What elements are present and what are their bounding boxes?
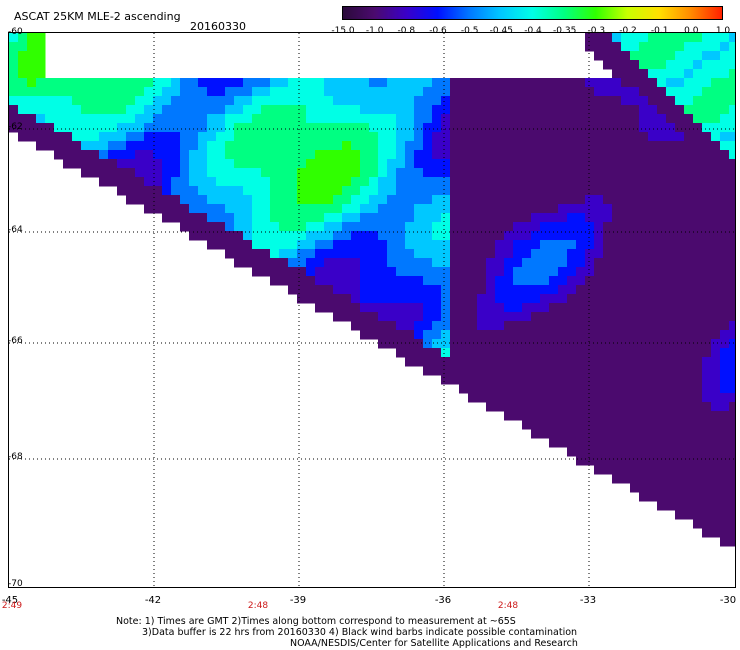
note-line-1: Note: 1) Times are GMT 2)Times along bot…: [116, 616, 516, 627]
time-label: 2:49: [1, 601, 23, 611]
color-scale-label: -0.4: [524, 26, 542, 36]
color-scale-label: -0.2: [619, 26, 637, 36]
color-scale-label: -0.3: [587, 26, 606, 36]
credit-line: NOAA/NESDIS/Center for Satellite Applica…: [290, 638, 578, 649]
note-line-2: 3)Data buffer is 22 hrs from 20160330 4)…: [142, 627, 578, 638]
lon-label-36: -36: [434, 595, 452, 606]
color-scale-label: -0.6: [429, 26, 447, 36]
color-scale-label: -15.0: [331, 26, 355, 36]
color-scale-label: 1.0: [715, 26, 731, 36]
lon-label-42: -42: [144, 595, 162, 606]
color-scale-label: -0.45: [489, 26, 513, 36]
color-scale-bar: [342, 6, 723, 20]
lat-label-60: -60: [8, 27, 23, 37]
color-scale-label: -0.35: [553, 26, 577, 36]
graticule: [9, 33, 735, 587]
lat-label-68: -68: [8, 452, 23, 462]
map-title: ASCAT 25KM MLE-2 ascending: [14, 10, 181, 23]
color-scale-label: -0.1: [650, 26, 669, 36]
lat-label-66: -66: [8, 336, 23, 346]
lat-label-62: -62: [8, 122, 23, 132]
map-date: 20160330: [190, 20, 246, 33]
color-scale-label: 0.0: [684, 26, 699, 36]
swath-cells: [9, 33, 735, 547]
time-label: 2:48: [497, 601, 519, 611]
swath-map-canvas: [9, 33, 735, 587]
lon-label-33: -33: [579, 595, 597, 606]
color-scale-label: -0.5: [460, 26, 479, 36]
lon-label-45: -45: [1, 595, 19, 606]
swath-map: [8, 32, 736, 588]
lon-label-30: -30: [719, 595, 737, 606]
color-scale-label: -1.0: [365, 26, 384, 36]
lat-label-64: -64: [8, 225, 23, 235]
color-scale-labels: -15.0 -1.0 -0.8 -0.6 -0.5 -0.45 -0.4 -0.35 -0.3 -…: [330, 26, 730, 38]
lat-label-70: -70: [8, 579, 23, 589]
time-label: 2:48: [247, 601, 269, 611]
color-scale-label: -0.8: [397, 26, 416, 36]
lon-label-39: -39: [289, 595, 307, 606]
